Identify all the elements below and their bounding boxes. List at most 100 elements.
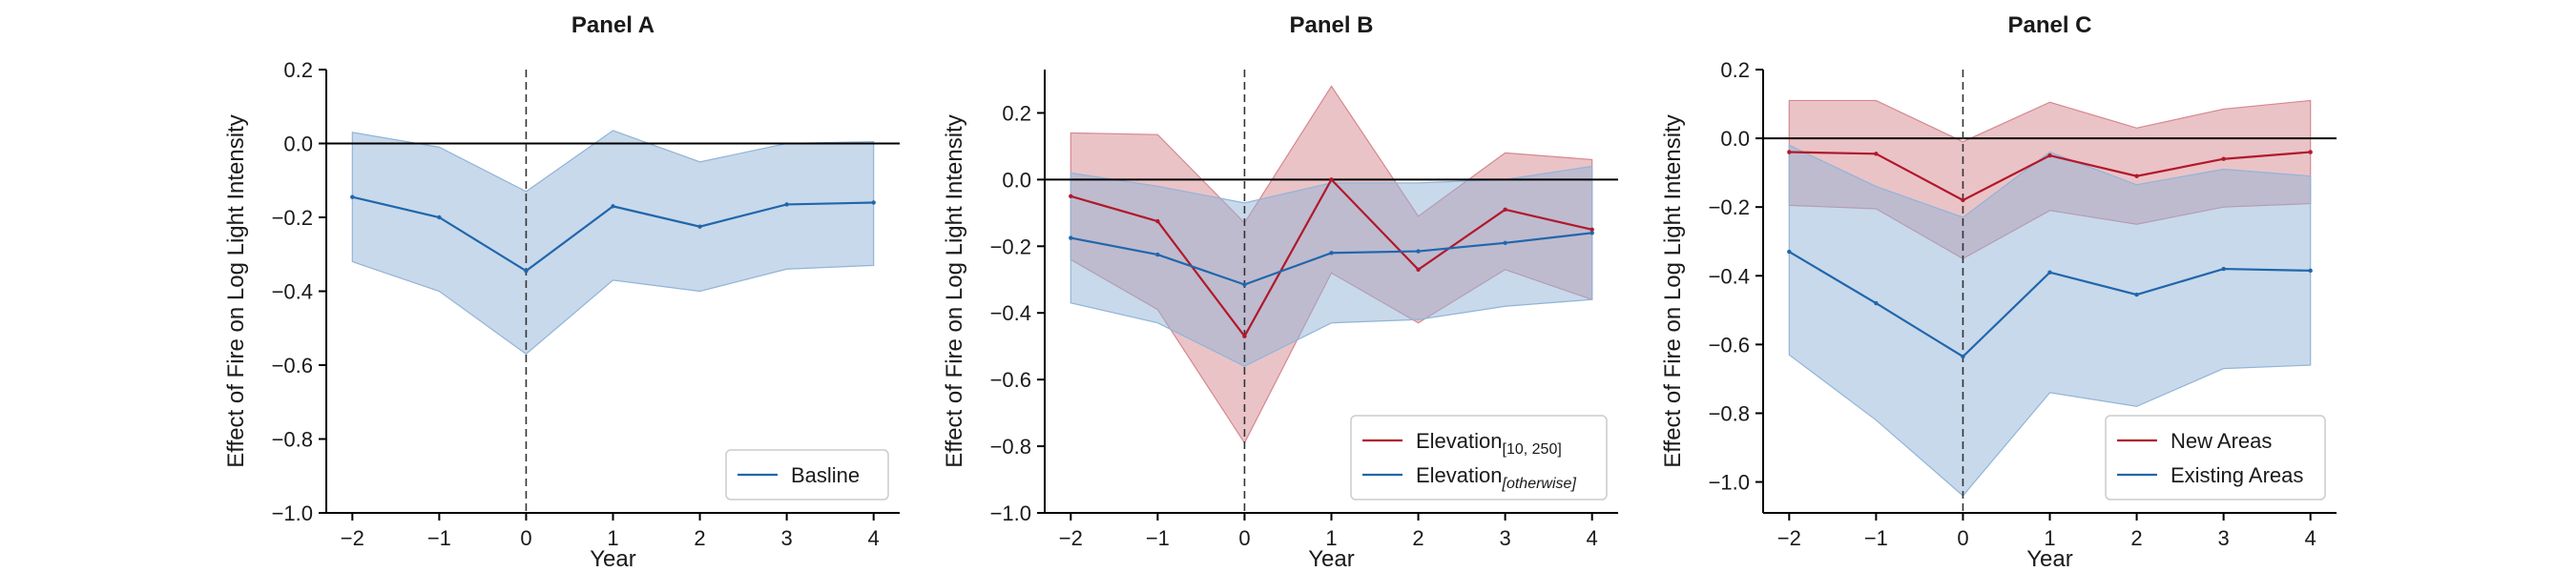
x-tick-label: 4 — [868, 526, 880, 550]
data-point — [2221, 156, 2226, 161]
y-tick-label: −0.6 — [1709, 333, 1750, 357]
panel-title: Panel A — [571, 12, 654, 38]
legend-label-1: Elevation[10, 250] — [1416, 429, 1562, 458]
x-tick-label: −2 — [341, 526, 364, 550]
data-point — [611, 204, 615, 209]
x-tick-label: 3 — [1499, 526, 1510, 550]
legend-label-name: Elevation — [1416, 429, 1503, 453]
x-tick-label: 2 — [1412, 526, 1423, 550]
legend-label-2: Existing Areas — [2171, 463, 2303, 487]
y-tick-label: 0.2 — [283, 58, 313, 82]
x-tick-label: 3 — [780, 526, 792, 550]
data-point — [1503, 207, 1507, 213]
legend-label-1: Basline — [791, 463, 860, 487]
data-point — [2134, 292, 2139, 297]
y-tick-label: 0.0 — [1002, 168, 1031, 192]
x-tick-label: 4 — [1587, 526, 1598, 550]
data-point — [1589, 227, 1594, 233]
data-point — [524, 268, 529, 274]
data-point — [2221, 266, 2226, 272]
y-tick-label: −0.2 — [1709, 195, 1750, 219]
legend-label-name: Elevation — [1416, 463, 1503, 487]
x-tick-label: 1 — [1325, 526, 1337, 550]
legend: New Areas Existing Areas — [2105, 415, 2326, 500]
y-tick-label: 0.0 — [1720, 127, 1750, 151]
panel-b: Panel B 0.2 0.0 −0.2 −0.4 −0.6 −0.8 −1.0 −2 −1 0 1 2… — [942, 12, 1618, 572]
data-point — [2047, 153, 2052, 158]
confidence-band-1 — [351, 130, 875, 356]
y-tick-label: −0.8 — [1709, 401, 1750, 425]
x-axis-label: Year — [590, 546, 636, 572]
x-tick-label: 2 — [694, 526, 705, 550]
confidence-band-2 — [1070, 165, 1593, 367]
y-tick-label: −1.0 — [990, 501, 1031, 525]
x-tick-label: −1 — [1864, 526, 1888, 550]
data-point — [350, 194, 355, 199]
x-axis-label: Year — [2026, 546, 2073, 572]
x-tick-label: 0 — [1957, 526, 1968, 550]
data-point — [1242, 282, 1247, 287]
panel-title: Panel C — [2007, 12, 2091, 38]
x-tick-label: −2 — [1059, 526, 1083, 550]
y-axis-label: Effect of Fire on Log Light Intensity — [942, 114, 967, 467]
data-point — [1329, 177, 1334, 182]
y-tick-label: −1.0 — [1709, 471, 1750, 495]
y-tick-label: −0.4 — [1709, 264, 1750, 288]
y-tick-label: 0.0 — [283, 133, 313, 156]
y-tick-label: −0.2 — [990, 235, 1031, 258]
y-tick-label: 0.2 — [1720, 58, 1750, 82]
data-point — [2134, 174, 2139, 178]
data-point — [2308, 150, 2313, 154]
x-tick-label: 2 — [2130, 526, 2142, 550]
legend-box — [1350, 415, 1608, 500]
y-axis-label: Effect of Fire on Log Light Intensity — [223, 114, 249, 467]
y-tick-label: −0.4 — [990, 301, 1031, 325]
data-point — [1242, 334, 1247, 338]
legend-box — [725, 449, 889, 500]
y-tick-label: −0.6 — [272, 354, 313, 378]
panel-title: Panel B — [1289, 12, 1373, 38]
legend-label-name: Basline — [791, 463, 860, 487]
y-axis-label: Effect of Fire on Log Light Intensity — [1660, 114, 1686, 467]
x-tick-label: 3 — [2217, 526, 2229, 550]
data-point — [1961, 354, 1965, 359]
y-tick-label: −0.8 — [990, 435, 1031, 459]
x-tick-label: 4 — [2305, 526, 2316, 550]
data-point — [1961, 197, 1965, 203]
y-tick-label: −0.8 — [272, 428, 313, 452]
data-point — [1155, 218, 1160, 224]
x-tick-label: 1 — [607, 526, 618, 550]
legend-label-1: New Areas — [2171, 429, 2272, 453]
data-point — [437, 214, 442, 220]
y-tick-label: −0.4 — [272, 280, 313, 304]
legend: Elevation[10, 250]Elevation[otherwise] — [1350, 415, 1608, 500]
legend-label-name: New Areas — [2171, 429, 2272, 453]
data-point — [1874, 300, 1879, 306]
x-tick-label: 1 — [2044, 526, 2055, 550]
legend-box — [2105, 415, 2326, 500]
confidence-band-2 — [1788, 144, 2312, 497]
x-tick-label: 0 — [520, 526, 531, 550]
legend-label-subscript: [10, 250] — [1503, 441, 1562, 458]
data-point — [1416, 267, 1421, 272]
data-point — [697, 224, 702, 229]
legend-label-subscript: [otherwise] — [1502, 476, 1577, 492]
data-point — [1787, 150, 1792, 154]
data-point — [2047, 270, 2052, 275]
legend-label-2: Elevation[otherwise] — [1416, 463, 1576, 492]
data-point — [2308, 268, 2313, 274]
panel-c: Panel C 0.2 0.0 −0.2 −0.4 −0.6 −0.8 −1.0 −2 −1 0 1 2… — [1660, 12, 2337, 572]
data-point — [1069, 235, 1073, 240]
data-point — [1874, 152, 1879, 156]
y-tick-label: 0.2 — [1002, 101, 1031, 125]
x-tick-label: −1 — [427, 526, 451, 550]
legend: Basline — [725, 449, 889, 500]
x-tick-label: −2 — [1777, 526, 1801, 550]
legend-label-name: Existing Areas — [2171, 463, 2303, 487]
data-point — [871, 200, 876, 205]
x-tick-label: 0 — [1238, 526, 1250, 550]
data-point — [784, 202, 789, 207]
panel-a: Panel A 0.2 0.0 −0.2 −0.4 −0.6 −0.8 −1.0 −2 −1 0 1 2… — [223, 12, 900, 572]
data-point — [1787, 249, 1792, 255]
